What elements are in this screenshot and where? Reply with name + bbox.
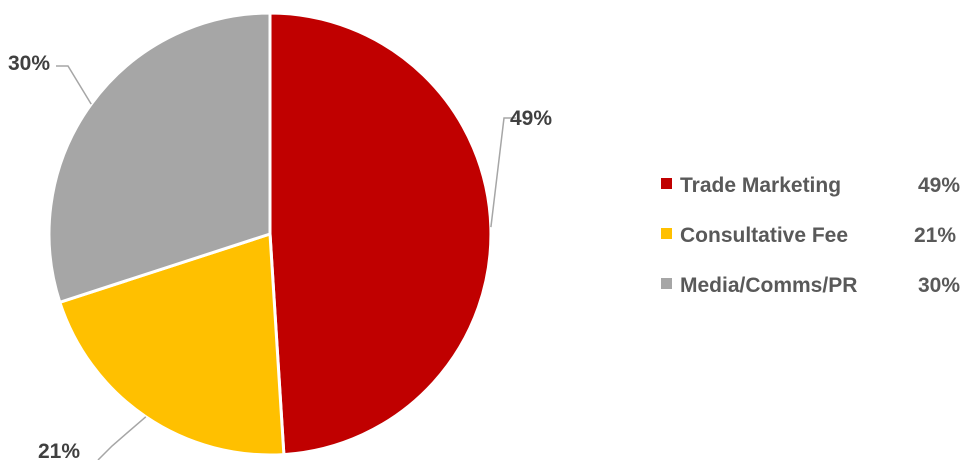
pie-slice-media-comms-pr: [47, 11, 272, 305]
leader-line-media-comms-pr: [56, 65, 92, 105]
legend-value-media-comms-pr: 30%: [918, 274, 960, 297]
leader-line-trade-marketing: [490, 117, 516, 228]
legend-swatch-consultative-fee: [661, 228, 672, 239]
leader-lines: [56, 65, 516, 460]
data-labels: 49% 21% 30%: [8, 52, 552, 460]
legend-item-trade-marketing: Trade Marketing 49%: [661, 174, 960, 197]
data-label-media-comms-pr: 30%: [8, 52, 50, 75]
legend-item-consultative-fee: Consultative Fee 21%: [661, 224, 956, 247]
pie-slices: [47, 11, 493, 457]
legend-value-consultative-fee: 21%: [914, 224, 956, 247]
legend-label-trade-marketing: Trade Marketing: [680, 174, 841, 197]
legend-label-media-comms-pr: Media/Comms/PR: [680, 274, 857, 297]
pie-slice-trade-marketing: [268, 11, 493, 457]
leader-line-consultative-fee: [97, 416, 147, 460]
legend-swatch-trade-marketing: [661, 178, 672, 189]
legend-label-consultative-fee: Consultative Fee: [680, 224, 848, 247]
legend-swatch-media-comms-pr: [661, 278, 672, 289]
data-label-trade-marketing: 49%: [510, 107, 552, 130]
legend-value-trade-marketing: 49%: [918, 174, 960, 197]
legend: Trade Marketing 49% Consultative Fee 21%…: [661, 174, 960, 297]
data-label-consultative-fee: 21%: [38, 440, 80, 460]
legend-item-media-comms-pr: Media/Comms/PR 30%: [661, 274, 960, 297]
